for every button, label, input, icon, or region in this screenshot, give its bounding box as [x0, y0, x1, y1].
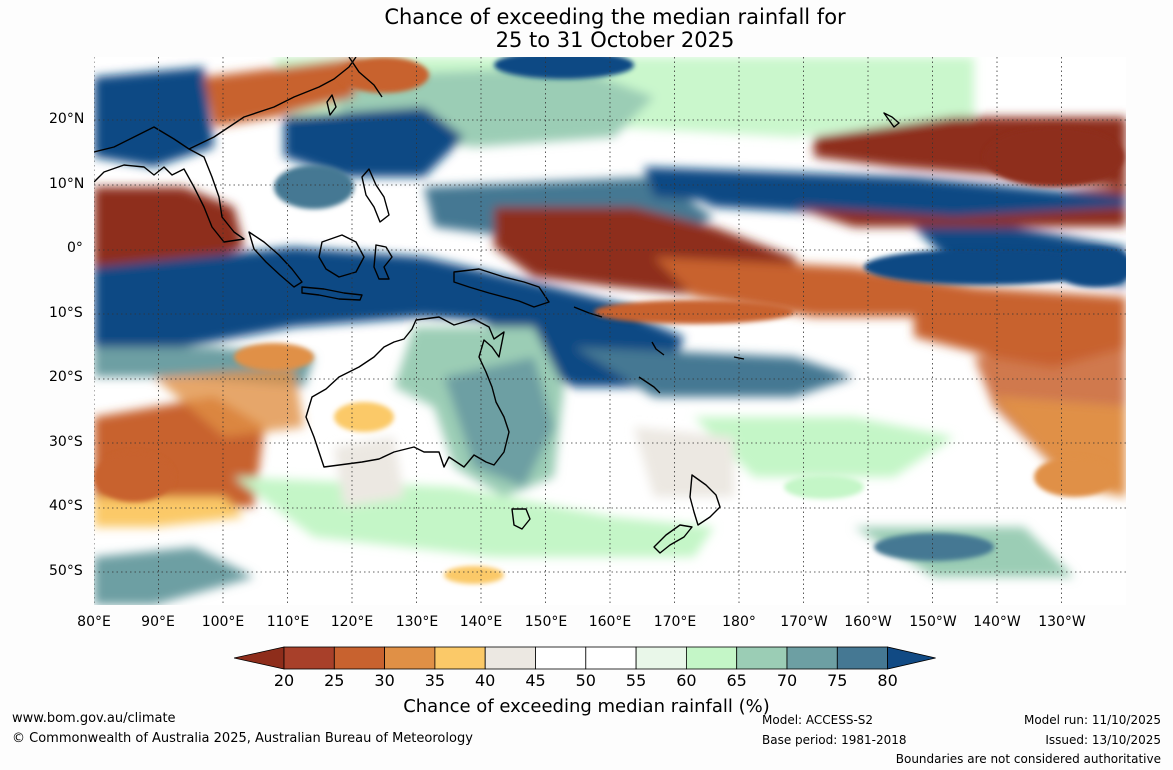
colorbar-tick-label: 55	[625, 671, 647, 690]
issued-text: Issued: 13/10/2025	[1045, 733, 1161, 747]
colorbar-segment	[836, 646, 888, 670]
borneo-coast	[318, 234, 365, 278]
lat-label-20n: 20°N	[49, 111, 85, 127]
colorbar-segment	[535, 646, 587, 670]
new-zealand-north-coast	[689, 474, 721, 526]
colorbar-segment	[384, 646, 436, 670]
lat-label-50s: 50°S	[49, 563, 83, 579]
colorbar-tick-label: 40	[475, 671, 496, 690]
colorbar-tick-label: 80	[877, 671, 898, 690]
colorbar-tick-label: 25	[324, 671, 345, 690]
se-asia-coast	[94, 126, 245, 243]
new-caledonia-coast	[638, 376, 661, 394]
colorbar-tick-label: 30	[374, 671, 395, 690]
lat-label-30s: 30°S	[49, 434, 83, 450]
hawaii-coast	[883, 112, 900, 128]
solomon-islands-coast	[573, 306, 603, 318]
colorbar-segment	[635, 646, 687, 670]
colorbar-segment	[333, 646, 386, 670]
lon-label-180: 180°	[722, 614, 756, 630]
lat-label-10s: 10°S	[49, 305, 83, 321]
colorbar-tick-label: 70	[776, 671, 798, 690]
new-zealand-south-coast	[653, 524, 693, 554]
probability-detail	[94, 57, 1126, 584]
lon-label-90e: 90°E	[141, 614, 175, 630]
colorbar-segment	[685, 646, 738, 670]
lon-label-170w: 170°W	[780, 614, 828, 630]
colorbar-extend-high	[887, 646, 936, 670]
tasmania-coast	[511, 508, 531, 530]
lat-label-0: 0°	[67, 240, 83, 256]
gridlines	[94, 57, 1126, 605]
colorbar-tick-label: 45	[525, 671, 546, 690]
lon-label-160e: 160°E	[588, 614, 632, 630]
colorbar-segment	[585, 646, 637, 670]
philippines-coast	[361, 168, 390, 223]
coastlines	[94, 57, 900, 554]
colorbar-tick-label: 75	[827, 671, 848, 690]
taiwan-coast	[326, 94, 337, 116]
lat-label-20s: 20°S	[49, 369, 83, 385]
website-text: www.bom.gov.au/climate	[12, 711, 176, 726]
colorbar-segment	[484, 646, 536, 670]
sumatra-coast	[248, 231, 303, 288]
lon-label-130e: 130°E	[395, 614, 439, 630]
australia-coast	[305, 316, 510, 468]
colorbar-segment	[786, 646, 838, 670]
java-coast	[301, 286, 363, 301]
new-guinea-coast	[453, 268, 550, 308]
lon-label-170e: 170°E	[653, 614, 697, 630]
colorbar	[234, 646, 936, 670]
lon-label-100e: 100°E	[201, 614, 245, 630]
colorbar-tick-label: 50	[575, 671, 596, 690]
lon-label-130w: 130°W	[1038, 614, 1086, 630]
colorbar-segment	[434, 646, 486, 670]
sulawesi-coast	[373, 244, 393, 280]
lon-label-150e: 150°E	[524, 614, 568, 630]
lat-label-10n: 10°N	[49, 176, 85, 192]
colorbar-tick-label: 20	[273, 671, 295, 690]
lon-label-120e: 120°E	[330, 614, 374, 630]
lon-label-110e: 110°E	[266, 614, 310, 630]
colorbar-tick-label: 60	[676, 671, 697, 690]
lon-label-140w: 140°W	[973, 614, 1021, 630]
china-coast	[188, 57, 357, 150]
map-title-line1: Chance of exceeding the median rainfall …	[384, 5, 846, 29]
colorbar-segment	[283, 646, 335, 670]
colorbar-extend-low	[234, 646, 285, 670]
colorbar-segment	[736, 646, 788, 670]
lon-label-160w: 160°W	[844, 614, 892, 630]
base-period-text: Base period: 1981-2018	[762, 733, 907, 747]
map-title-line2: 25 to 31 October 2025	[495, 28, 735, 52]
disclaimer-text: Boundaries are not considered authoritat…	[895, 752, 1161, 766]
lon-label-140e: 140°E	[459, 614, 503, 630]
colorbar-title: Chance of exceeding median rainfall (%)	[403, 696, 770, 717]
lon-label-80e: 80°E	[77, 614, 111, 630]
japan-coast	[348, 57, 383, 98]
copyright-text: © Commonwealth of Australia 2025, Austra…	[12, 731, 473, 746]
model-text: Model: ACCESS-S2	[762, 713, 874, 727]
vanuatu-fiji-coast	[651, 341, 745, 360]
rainfall-map	[94, 57, 1126, 605]
colorbar-tick-label: 65	[726, 671, 747, 690]
lat-label-40s: 40°S	[49, 498, 83, 514]
colorbar-tick-label: 35	[424, 671, 446, 690]
lon-label-150w: 150°W	[909, 614, 957, 630]
model-run-text: Model run: 11/10/2025	[1023, 713, 1161, 727]
